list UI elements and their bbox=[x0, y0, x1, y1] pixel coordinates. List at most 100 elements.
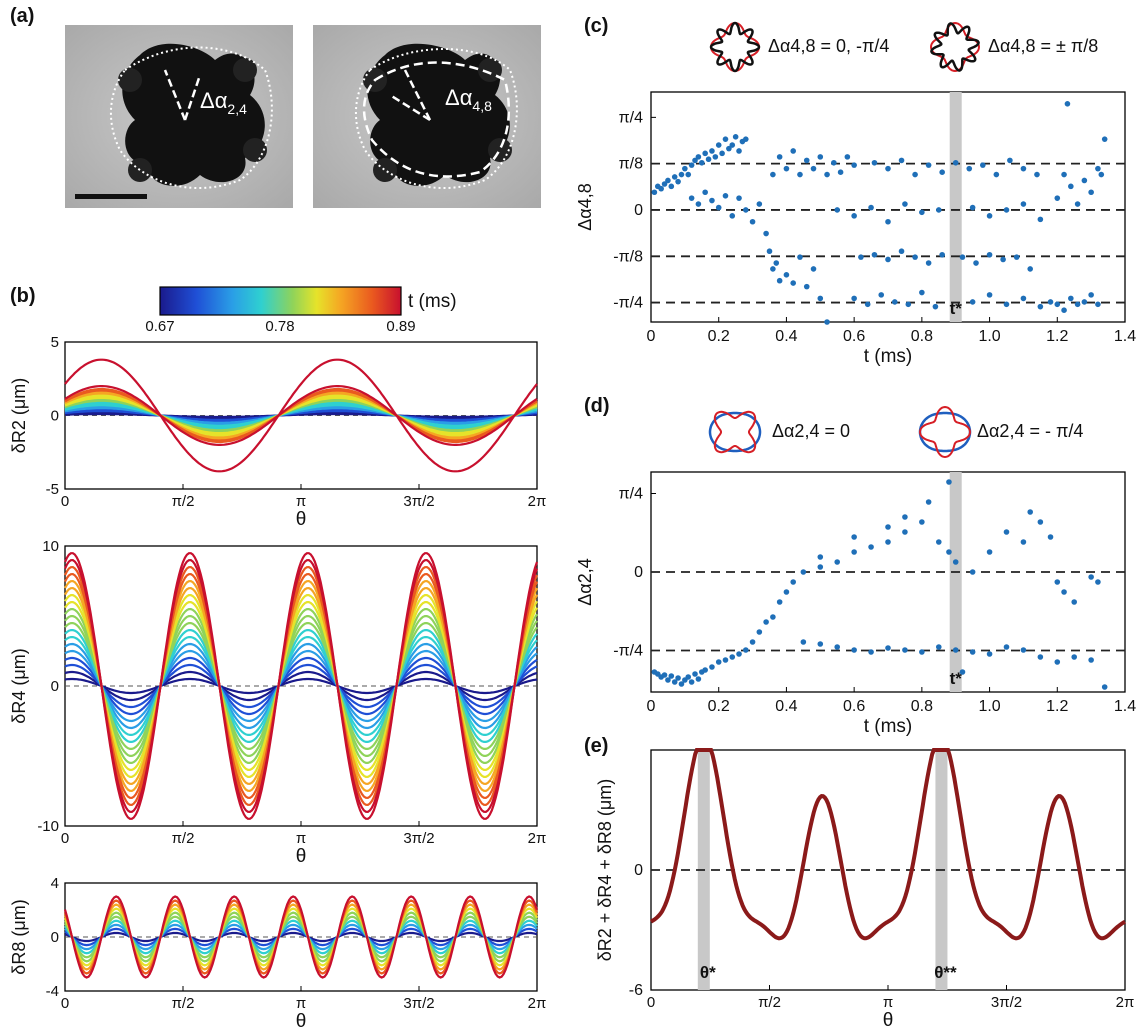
series-line bbox=[64, 552, 539, 820]
data-point bbox=[675, 178, 681, 185]
data-point bbox=[1020, 295, 1027, 302]
y-tick-label: 10 bbox=[42, 538, 59, 555]
y-tick-label: 4 bbox=[51, 875, 59, 892]
colorbar: t (ms) 0.67 0.78 0.89 bbox=[145, 286, 457, 335]
data-point bbox=[1095, 579, 1101, 585]
x-tick-label: 3π/2 bbox=[991, 994, 1022, 1011]
data-point bbox=[770, 614, 776, 620]
y-tick-label: -4 bbox=[46, 983, 59, 1000]
data-point bbox=[1047, 534, 1054, 540]
x-tick-label: π/2 bbox=[172, 995, 195, 1012]
data-point bbox=[692, 157, 698, 164]
data-point bbox=[851, 295, 857, 302]
svg-text:Δα4,8: Δα4,8 bbox=[445, 85, 492, 114]
data-point bbox=[1095, 165, 1101, 172]
y-tick-label: -5 bbox=[46, 481, 59, 498]
data-point bbox=[858, 254, 864, 260]
data-point bbox=[1054, 579, 1061, 585]
data-point bbox=[783, 272, 790, 278]
data-point bbox=[925, 162, 932, 168]
data-point bbox=[1007, 157, 1013, 164]
y-tick-label: -π/8 bbox=[613, 248, 643, 265]
legend-d-shape-left-red bbox=[713, 410, 757, 454]
data-point bbox=[959, 254, 966, 260]
data-point bbox=[969, 569, 976, 575]
data-point bbox=[919, 649, 925, 655]
data-point bbox=[749, 639, 756, 645]
data-point bbox=[756, 201, 763, 207]
y-axis-label: Δα2,4 bbox=[575, 558, 595, 605]
y-tick-label: 5 bbox=[51, 334, 59, 351]
x-tick-label: 0 bbox=[61, 830, 69, 847]
x-tick-label: 0.4 bbox=[775, 328, 797, 345]
data-point bbox=[871, 159, 878, 166]
x-tick-label: 2π bbox=[528, 493, 547, 510]
x-tick-label: 1.0 bbox=[978, 328, 1000, 345]
data-point bbox=[817, 554, 824, 560]
data-point bbox=[966, 165, 973, 172]
data-point bbox=[658, 185, 664, 192]
data-point bbox=[732, 134, 739, 140]
legend-d-right-text: Δα2,4 = - π/4 bbox=[977, 421, 1083, 441]
micrograph-right-label: Δα bbox=[445, 85, 473, 110]
data-point bbox=[986, 213, 993, 219]
data-point bbox=[885, 539, 891, 545]
data-point bbox=[1027, 509, 1033, 515]
data-point bbox=[736, 195, 742, 201]
data-point bbox=[743, 647, 749, 653]
data-point bbox=[709, 197, 715, 204]
data-point bbox=[709, 148, 715, 154]
legend-c-right-text: Δα4,8 = ± π/8 bbox=[988, 36, 1098, 56]
data-point bbox=[986, 292, 993, 298]
x-tick-label: 3π/2 bbox=[403, 830, 434, 847]
time-band bbox=[949, 92, 962, 322]
data-point bbox=[729, 654, 736, 660]
y-axis-label: δR2 (μm) bbox=[9, 378, 29, 453]
x-tick-label: 1.2 bbox=[1046, 328, 1068, 345]
data-point bbox=[661, 181, 668, 187]
data-point bbox=[688, 679, 695, 685]
x-axis-label: θ bbox=[296, 846, 307, 867]
data-point bbox=[1020, 201, 1027, 207]
data-point bbox=[1068, 183, 1074, 190]
data-point bbox=[935, 207, 942, 213]
data-point bbox=[695, 154, 702, 160]
data-point bbox=[946, 479, 952, 485]
data-point bbox=[1088, 574, 1094, 580]
data-point bbox=[1037, 216, 1044, 223]
data-point bbox=[902, 514, 908, 520]
data-point bbox=[1003, 301, 1010, 308]
x-tick-label: 3π/2 bbox=[403, 493, 434, 510]
data-point bbox=[685, 674, 692, 680]
data-point bbox=[709, 664, 715, 670]
data-point bbox=[705, 156, 712, 163]
x-axis-label: t (ms) bbox=[864, 716, 913, 737]
y-tick-label: 0 bbox=[634, 862, 643, 879]
data-point bbox=[824, 319, 830, 325]
y-tick-label: π/4 bbox=[619, 109, 643, 126]
data-point bbox=[935, 644, 942, 650]
y-axis-label: δR2 + δR4 + δR8 (μm) bbox=[595, 779, 615, 961]
data-point bbox=[817, 295, 824, 302]
data-point bbox=[925, 499, 932, 505]
data-point bbox=[770, 266, 776, 272]
data-point bbox=[678, 681, 685, 687]
x-tick-label: 0 bbox=[61, 995, 69, 1012]
data-point bbox=[665, 677, 671, 683]
plot-frame-c bbox=[650, 91, 1126, 323]
data-point bbox=[912, 171, 918, 178]
legend-c-left-text: Δα4,8 = 0, -π/4 bbox=[768, 36, 889, 56]
legend-c-shape-right-red bbox=[929, 21, 981, 73]
data-point bbox=[1095, 301, 1101, 308]
data-point bbox=[1071, 654, 1078, 660]
x-tick-label: 1.4 bbox=[1114, 328, 1136, 345]
data-point bbox=[743, 207, 749, 213]
scale-bar bbox=[75, 194, 147, 199]
data-point bbox=[688, 162, 695, 168]
x-tick-label: 0.2 bbox=[708, 698, 730, 715]
data-point bbox=[851, 213, 857, 219]
y-tick-label: 0 bbox=[51, 408, 59, 425]
data-point bbox=[692, 671, 698, 677]
data-point bbox=[969, 204, 976, 211]
